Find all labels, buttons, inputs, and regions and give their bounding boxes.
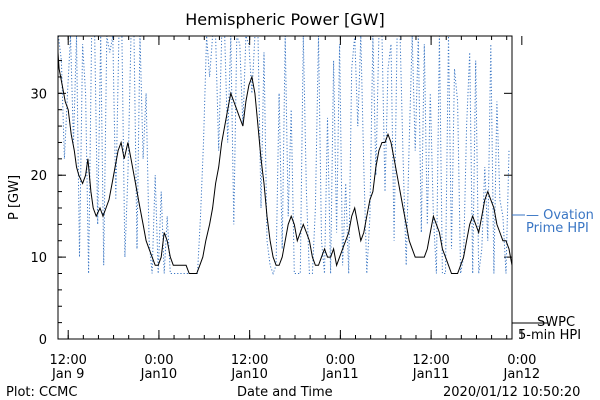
x-tick-sublabel: Jan12 <box>503 367 541 382</box>
x-tick-label: 12:00 <box>412 353 449 368</box>
legend-ovation-label: — Ovation <box>526 208 594 223</box>
x-tick-sublabel: Jan10 <box>140 367 178 382</box>
x-tick-sublabel: Jan11 <box>321 367 359 382</box>
x-tick-label: 0:00 <box>144 353 173 368</box>
ovation-prime-line <box>57 35 510 275</box>
plot-timestamp: 2020/01/12 10:50:20 <box>443 385 581 400</box>
y-tick-label: 30 <box>30 87 47 102</box>
y-tick-label: 10 <box>30 251 47 266</box>
y-tick-label: 20 <box>30 169 47 184</box>
y-tick-label: 0 <box>39 333 47 348</box>
tick-marks <box>58 36 523 340</box>
plot-source-label: Plot: CCMC <box>6 385 78 400</box>
legend-swpc-label-line2: 5-min HPI <box>518 328 582 343</box>
plot-frame <box>57 35 513 340</box>
legend-swpc-label: SWPC <box>537 315 576 330</box>
x-tick-sublabel: Jan11 <box>412 367 450 382</box>
x-tick-label: 12:00 <box>49 353 86 368</box>
x-tick-label: 0:00 <box>326 353 355 368</box>
x-tick-sublabel: Jan 9 <box>51 367 84 382</box>
swpc-line <box>57 52 513 274</box>
ovation-prime-series <box>57 35 510 275</box>
x-tick-label: 12:00 <box>231 353 268 368</box>
x-axis-label: Date and Time <box>237 385 333 400</box>
x-tick-label: 0:00 <box>507 353 536 368</box>
chart-title: Hemispheric Power [GW] <box>185 10 385 29</box>
legend-ovation-label-line2: Prime HPI <box>526 221 589 236</box>
swpc-series <box>57 52 513 274</box>
x-tick-sublabel: Jan10 <box>230 367 268 382</box>
y-axis-label: P [GW] <box>7 174 23 221</box>
